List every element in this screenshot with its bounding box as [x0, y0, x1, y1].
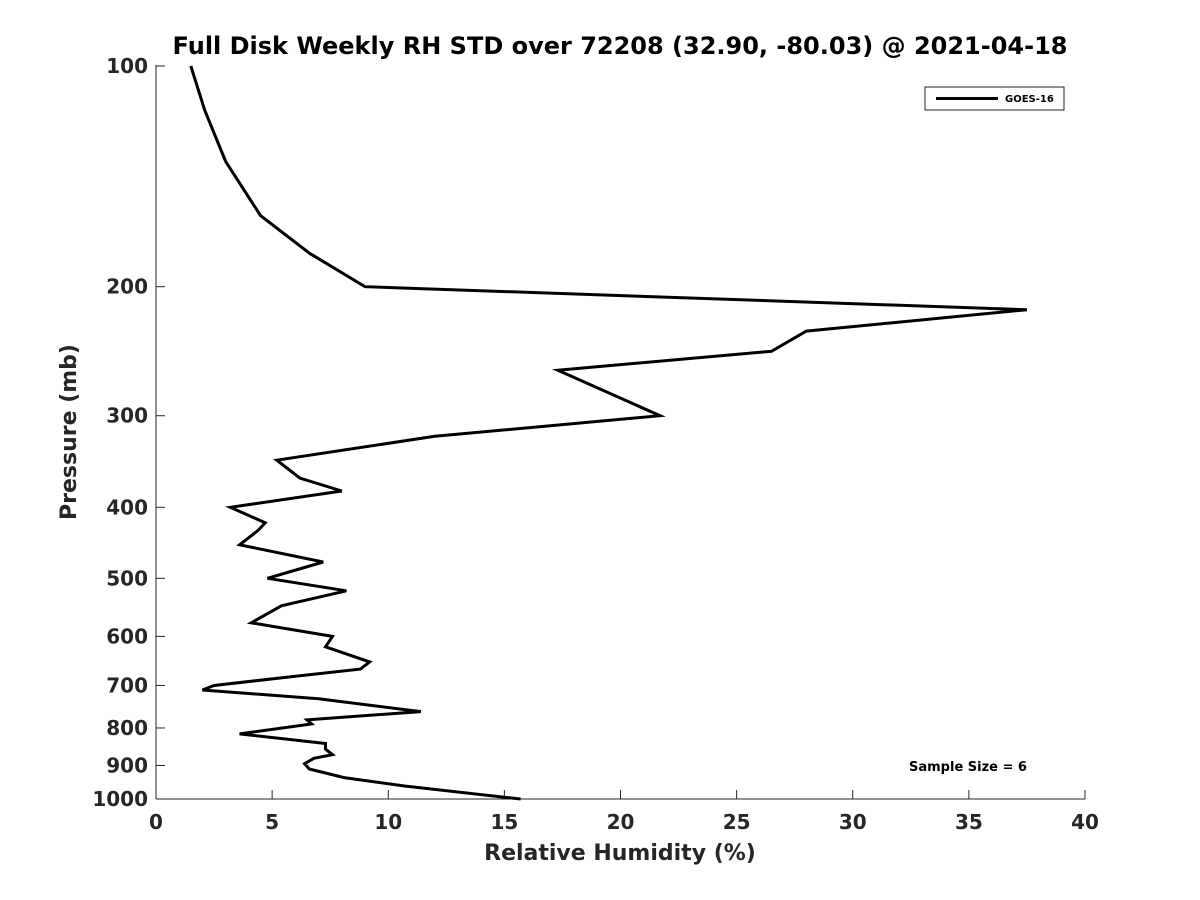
x-axis-label: Relative Humidity (%): [484, 841, 756, 866]
x-tick-label: 30: [839, 810, 867, 834]
legend-label-goes16: GOES-16: [1005, 94, 1054, 105]
y-axis-ticks: 100 200 300 400 500 600 700 800 900 1000: [92, 54, 165, 811]
x-tick-label: 0: [149, 810, 163, 834]
y-tick-label: 900: [106, 753, 148, 777]
y-tick-label: 100: [106, 54, 148, 78]
y-tick-label: 600: [106, 624, 148, 648]
y-tick-label: 200: [106, 275, 148, 299]
x-tick-label: 10: [374, 810, 402, 834]
y-axis-label: Pressure (mb): [57, 344, 82, 520]
x-tick-label: 5: [265, 810, 279, 834]
axes: [155, 65, 1085, 800]
sample-size-annotation: Sample Size = 6: [909, 760, 1027, 775]
x-tick-label: 15: [490, 810, 518, 834]
series-line-goes-16: [189, 65, 1028, 801]
x-tick-label: 35: [955, 810, 983, 834]
chart-title: Full Disk Weekly RH STD over 72208 (32.9…: [173, 32, 1068, 60]
x-axis-ticks: 0 5 10 15 20 25 30 35 40: [149, 790, 1099, 834]
y-tick-label: 300: [106, 404, 148, 428]
y-tick-label: 1000: [92, 787, 148, 811]
x-tick-label: 25: [723, 810, 751, 834]
y-tick-label: 500: [106, 566, 148, 590]
legend: GOES-16: [924, 86, 1065, 111]
y-tick-label: 400: [106, 495, 148, 519]
y-tick-label: 700: [106, 673, 148, 697]
x-tick-label: 20: [607, 810, 635, 834]
y-tick-label: 800: [106, 716, 148, 740]
x-tick-label: 40: [1071, 810, 1099, 834]
series-layer: [189, 65, 1028, 801]
